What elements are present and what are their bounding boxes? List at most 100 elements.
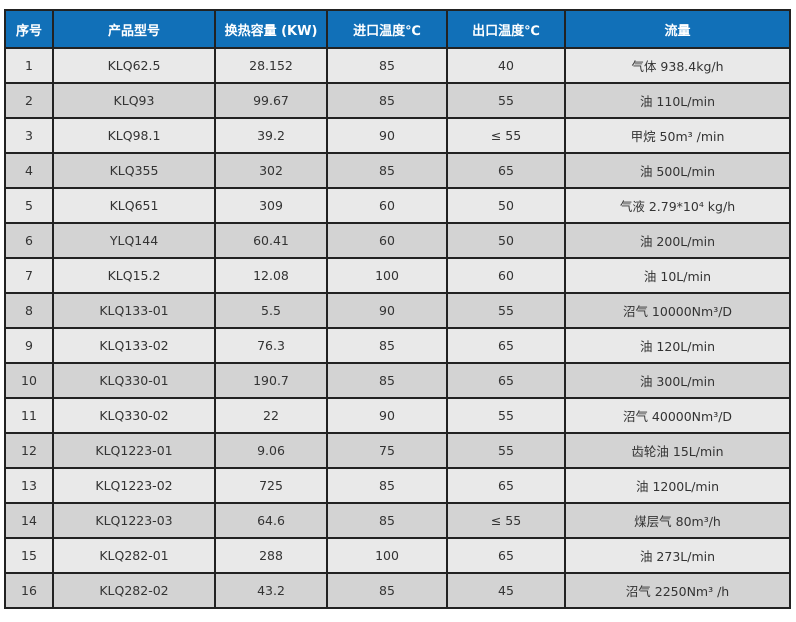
header-outlet-temp: 出口温度℃ [446, 9, 566, 49]
cell-capacity: 28.152 [214, 47, 328, 84]
cell-flow: 沼气 40000Nm³/D [564, 397, 791, 434]
cell-outlet-temp: ≤ 55 [446, 502, 566, 539]
cell-model: KLQ330-01 [52, 362, 216, 399]
cell-capacity: 99.67 [214, 82, 328, 119]
cell-index: 9 [4, 327, 54, 364]
cell-outlet-temp: 65 [446, 362, 566, 399]
cell-index: 16 [4, 572, 54, 609]
cell-index: 11 [4, 397, 54, 434]
cell-inlet-temp: 60 [326, 222, 448, 259]
cell-index: 7 [4, 257, 54, 294]
cell-flow: 油 120L/min [564, 327, 791, 364]
cell-flow: 油 273L/min [564, 537, 791, 574]
cell-outlet-temp: 50 [446, 187, 566, 224]
cell-capacity: 43.2 [214, 572, 328, 609]
cell-inlet-temp: 85 [326, 152, 448, 189]
cell-model: KLQ133-01 [52, 292, 216, 329]
table-row: 3 KLQ98.1 39.2 90 ≤ 55 甲烷 50m³ /min [4, 117, 791, 154]
cell-inlet-temp: 85 [326, 82, 448, 119]
table-row: 11 KLQ330-02 22 90 55 沼气 40000Nm³/D [4, 397, 791, 434]
cell-inlet-temp: 85 [326, 502, 448, 539]
cell-model: KLQ651 [52, 187, 216, 224]
table-row: 8 KLQ133-01 5.5 90 55 沼气 10000Nm³/D [4, 292, 791, 329]
table-row: 10 KLQ330-01 190.7 85 65 油 300L/min [4, 362, 791, 399]
cell-capacity: 288 [214, 537, 328, 574]
cell-flow: 油 1200L/min [564, 467, 791, 504]
table-row: 14 KLQ1223-03 64.6 85 ≤ 55 煤层气 80m³/h [4, 502, 791, 539]
cell-outlet-temp: 65 [446, 327, 566, 364]
cell-model: YLQ144 [52, 222, 216, 259]
cell-outlet-temp: 60 [446, 257, 566, 294]
cell-inlet-temp: 60 [326, 187, 448, 224]
table-row: 7 KLQ15.2 12.08 100 60 油 10L/min [4, 257, 791, 294]
cell-inlet-temp: 75 [326, 432, 448, 469]
cell-index: 1 [4, 47, 54, 84]
cell-capacity: 309 [214, 187, 328, 224]
cell-flow: 甲烷 50m³ /min [564, 117, 791, 154]
cell-index: 14 [4, 502, 54, 539]
cell-inlet-temp: 85 [326, 572, 448, 609]
table-row: 4 KLQ355 302 85 65 油 500L/min [4, 152, 791, 189]
cell-flow: 油 300L/min [564, 362, 791, 399]
cell-capacity: 9.06 [214, 432, 328, 469]
cell-capacity: 12.08 [214, 257, 328, 294]
header-index: 序号 [4, 9, 54, 49]
header-row: 序号 产品型号 换热容量 (KW) 进口温度℃ 出口温度℃ 流量 [4, 9, 791, 49]
table-row: 15 KLQ282-01 288 100 65 油 273L/min [4, 537, 791, 574]
cell-model: KLQ133-02 [52, 327, 216, 364]
cell-model: KLQ98.1 [52, 117, 216, 154]
cell-capacity: 725 [214, 467, 328, 504]
cell-capacity: 39.2 [214, 117, 328, 154]
cell-flow: 齿轮油 15L/min [564, 432, 791, 469]
cell-inlet-temp: 100 [326, 257, 448, 294]
cell-flow: 煤层气 80m³/h [564, 502, 791, 539]
cell-flow: 沼气 2250Nm³ /h [564, 572, 791, 609]
cell-outlet-temp: 55 [446, 292, 566, 329]
cell-model: KLQ330-02 [52, 397, 216, 434]
cell-outlet-temp: 40 [446, 47, 566, 84]
table-row: 9 KLQ133-02 76.3 85 65 油 120L/min [4, 327, 791, 364]
cell-index: 8 [4, 292, 54, 329]
cell-index: 15 [4, 537, 54, 574]
header-capacity: 换热容量 (KW) [214, 9, 328, 49]
cell-outlet-temp: 45 [446, 572, 566, 609]
cell-model: KLQ282-01 [52, 537, 216, 574]
table-row: 2 KLQ93 99.67 85 55 油 110L/min [4, 82, 791, 119]
table-row: 13 KLQ1223-02 725 85 65 油 1200L/min [4, 467, 791, 504]
cell-inlet-temp: 90 [326, 292, 448, 329]
cell-capacity: 302 [214, 152, 328, 189]
cell-inlet-temp: 100 [326, 537, 448, 574]
cell-outlet-temp: ≤ 55 [446, 117, 566, 154]
cell-model: KLQ355 [52, 152, 216, 189]
cell-flow: 气体 938.4kg/h [564, 47, 791, 84]
cell-index: 5 [4, 187, 54, 224]
cell-outlet-temp: 55 [446, 82, 566, 119]
cell-index: 6 [4, 222, 54, 259]
cell-flow: 油 110L/min [564, 82, 791, 119]
cell-model: KLQ62.5 [52, 47, 216, 84]
cell-index: 2 [4, 82, 54, 119]
cell-capacity: 22 [214, 397, 328, 434]
cell-outlet-temp: 50 [446, 222, 566, 259]
cell-outlet-temp: 65 [446, 467, 566, 504]
cell-capacity: 76.3 [214, 327, 328, 364]
cell-capacity: 64.6 [214, 502, 328, 539]
cell-inlet-temp: 85 [326, 47, 448, 84]
table-row: 5 KLQ651 309 60 50 气液 2.79*10⁴ kg/h [4, 187, 791, 224]
cell-model: KLQ282-02 [52, 572, 216, 609]
cell-model: KLQ93 [52, 82, 216, 119]
table-row: 16 KLQ282-02 43.2 85 45 沼气 2250Nm³ /h [4, 572, 791, 609]
cell-index: 12 [4, 432, 54, 469]
cell-flow: 沼气 10000Nm³/D [564, 292, 791, 329]
cell-capacity: 5.5 [214, 292, 328, 329]
cell-index: 10 [4, 362, 54, 399]
cell-inlet-temp: 90 [326, 397, 448, 434]
cell-model: KLQ1223-02 [52, 467, 216, 504]
cell-outlet-temp: 65 [446, 537, 566, 574]
cell-capacity: 190.7 [214, 362, 328, 399]
cell-flow: 气液 2.79*10⁴ kg/h [564, 187, 791, 224]
cell-outlet-temp: 55 [446, 397, 566, 434]
table-row: 6 YLQ144 60.41 60 50 油 200L/min [4, 222, 791, 259]
cell-outlet-temp: 55 [446, 432, 566, 469]
cell-inlet-temp: 85 [326, 362, 448, 399]
